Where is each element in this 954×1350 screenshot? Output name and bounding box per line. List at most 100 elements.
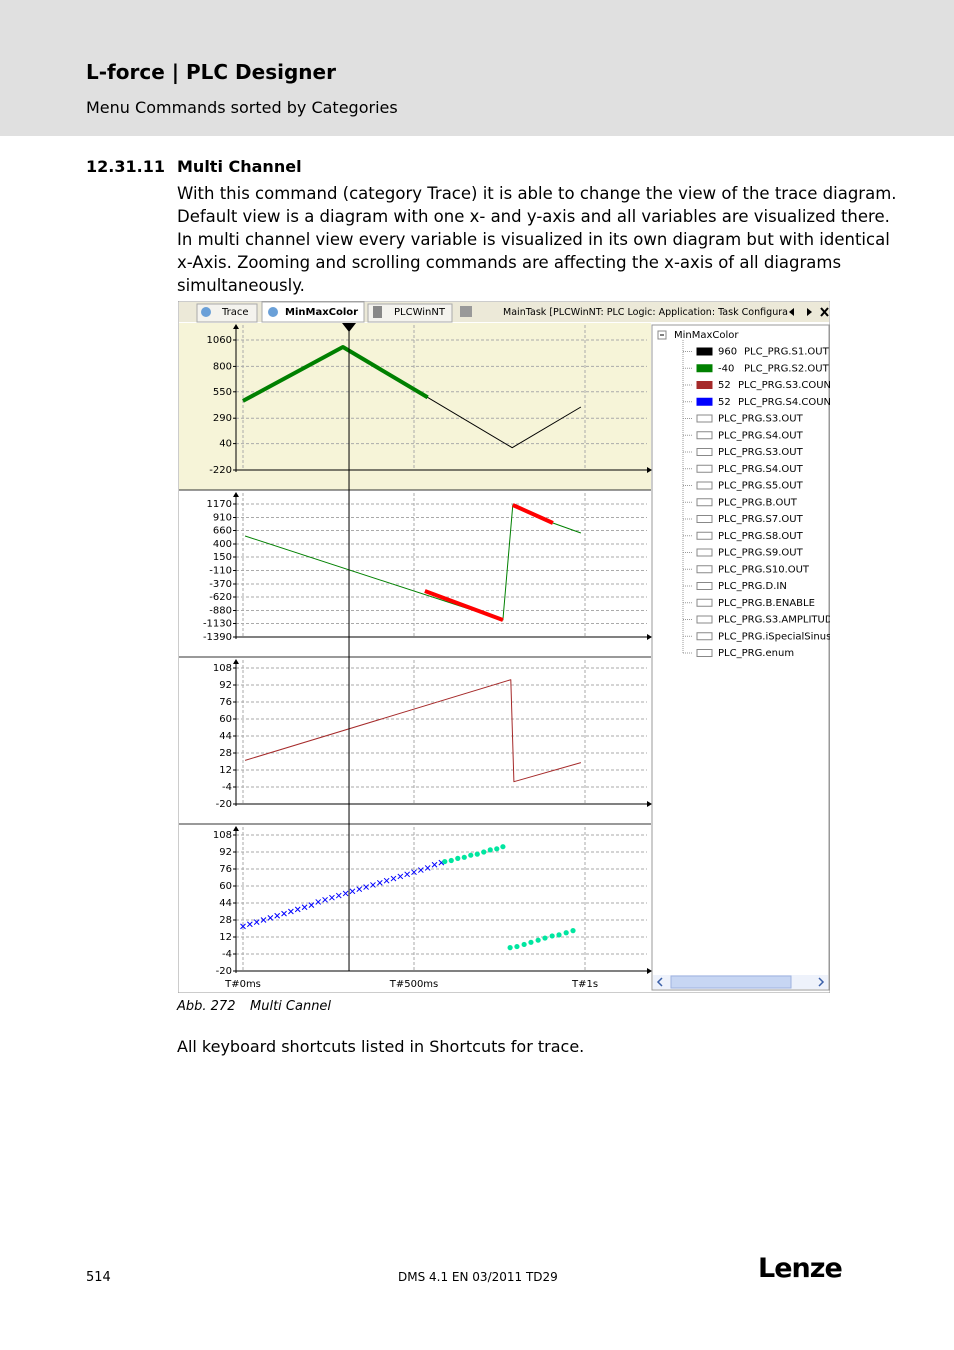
legend-name: PLC_PRG.S7.OUT [718,514,804,525]
y-tick-label: 1060 [207,335,232,346]
x-tick-label: T#1s [571,979,598,990]
marker-x [363,884,369,890]
marker-x [349,888,356,895]
marker-dot [455,855,461,861]
y-tick-label: 12 [219,932,232,943]
marker-x [253,919,260,925]
marker-x [376,879,383,886]
y-tick-label: 108 [213,830,232,841]
panel-background [179,323,651,490]
close-button[interactable] [820,307,829,317]
y-tick-label: 400 [213,539,232,550]
caption-label: Abb. 272 [177,999,236,1014]
tab-active[interactable] [261,301,365,323]
legend-swatch [696,582,713,590]
tab[interactable] [367,303,453,323]
marker-dot [542,935,548,941]
y-tick-label: -220 [209,465,232,476]
cursor-handle [342,323,357,332]
marker-x [335,892,342,899]
y-tick-label: 290 [213,413,232,424]
y-tick-label: -20 [216,799,232,810]
y-tick-label: 92 [219,680,232,691]
legend-swatch [696,649,713,657]
tab-scroll[interactable] [789,308,812,316]
marker-x [431,861,438,868]
marker-dot [528,939,534,945]
tab-label[interactable]: PLCWinNT [394,307,446,318]
legend-swatch [696,498,713,507]
legend-value: -40 [718,363,734,374]
y-axis-arrow [233,492,239,497]
marker-x [342,890,349,897]
marker-dot [535,937,541,943]
y-tick-label: 800 [213,361,232,372]
y-tick-label: 44 [219,898,232,909]
marker-dot [521,941,527,948]
y-tick-label: -20 [216,966,232,977]
marker-dot [500,844,506,850]
legend-name: PLC_PRG.S4.OUT [718,464,804,475]
header-title: L-force | PLC Designer [86,60,336,84]
scroll-arrows[interactable] [656,977,825,987]
legend-swatch [696,598,713,607]
legend-name: PLC_PRG.S3.OUT [718,447,804,458]
y-tick-label: -1390 [203,632,232,643]
marker-x [301,904,308,911]
marker-dot [494,846,500,852]
y-tick-label: 28 [219,915,232,926]
legend-name: PLC_PRG.B.OUT [718,497,798,508]
tab-icon [373,306,382,318]
legend-swatch [696,431,713,440]
legend-value: 52 [718,380,731,391]
y-axis-arrow [233,826,239,831]
marker-dot [514,943,520,950]
trace-line [242,345,429,403]
y-tick-label: 12 [219,765,232,776]
legend-value: 960 [718,347,737,358]
y-tick-label: -110 [209,566,232,577]
tab-icon [268,307,278,317]
marker-dot [556,932,562,938]
marker-x [370,882,376,888]
y-tick-label: 44 [219,731,232,742]
legend-swatch [696,515,713,523]
legend-name: PLC_PRG.S3.AMPLITUD [718,615,830,626]
marker-x [417,867,424,873]
y-tick-label: 60 [219,881,232,892]
x-axis-arrow [647,467,652,473]
marker-x [397,873,404,880]
marker-x [281,910,287,917]
legend-swatch [696,397,713,406]
legend-name: PLC_PRG.S5.OUT [718,481,804,492]
y-tick-label: 28 [219,748,232,759]
legend-swatch [696,347,713,356]
marker-x [288,908,294,915]
tab-label[interactable]: MinMaxColor [285,307,358,318]
tab-label[interactable]: MainTask [PLCWinNT: PLC Logic: Applicati… [503,307,788,318]
y-tick-label: -4 [222,782,232,793]
marker-x [383,877,390,884]
tab[interactable] [196,303,258,323]
tab-label[interactable]: Trace [221,307,249,318]
paragraph-line: x-Axis. Zooming and scrolling commands a… [177,253,842,272]
trace-line [244,679,582,783]
legend-name: PLC_PRG.S10.OUT [718,564,810,575]
legend-swatch [696,615,713,624]
marker-dot [570,928,576,934]
legend-name: PLC_PRG.D.IN [718,581,787,592]
legend-swatch [696,381,713,389]
marker-x [267,915,274,921]
y-tick-label: 40 [219,439,232,450]
x-tick-label: T#500ms [389,979,439,990]
y-tick-label: 60 [219,714,232,725]
marker-x [260,917,267,923]
paragraph-line: In multi channel view every variable is … [177,230,890,249]
y-tick-label: -620 [209,592,232,603]
section-number: 12.31.11 [86,157,165,176]
legend-name: PLC_PRG.S3.COUN [738,380,830,391]
note: All keyboard shortcuts listed in Shortcu… [177,1037,585,1056]
legend-name: PLC_PRG.S1.OUT [744,347,830,358]
y-tick-label: 150 [213,552,232,563]
scrollbar-thumb[interactable] [670,975,792,989]
